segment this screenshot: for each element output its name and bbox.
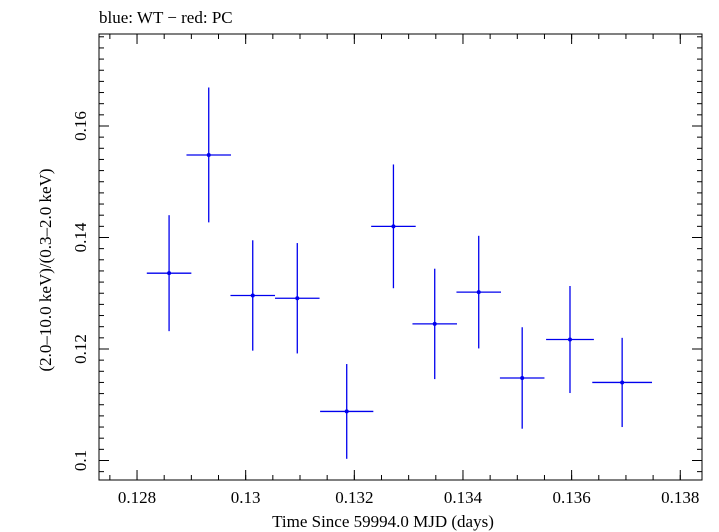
point-marker [206,152,211,157]
x-tick-label: 0.138 [661,488,699,507]
point-marker [432,321,437,326]
x-axis-label: Time Since 59994.0 MJD (days) [272,512,494,531]
point-marker [476,290,481,295]
data-point [499,327,545,429]
point-marker [167,271,172,276]
point-marker [620,380,625,385]
data-point [456,235,501,349]
data-point [320,364,374,459]
plot-frame [98,33,703,481]
x-tick-label: 0.132 [335,488,373,507]
y-tick-label: 0.14 [71,222,90,252]
point-marker [250,293,255,298]
x-tick-label: 0.128 [118,488,156,507]
x-tick-label: 0.134 [444,488,483,507]
y-tick-label: 0.12 [71,334,90,364]
data-point [186,87,232,223]
axis-tick-labels: 0.128 0.13 0.132 0.134 0.136 0.138 0.1 0.12 0.14… [71,111,699,507]
chart-title: blue: WT − red: PC [99,8,233,27]
point-marker [295,296,300,301]
data-point [230,240,276,351]
point-marker [567,337,572,342]
data-series [146,87,653,459]
x-tick-label: 0.136 [552,488,590,507]
y-axis-label: (2.0–10.0 keV)/(0.3–2.0 keV) [36,168,55,371]
x-tick-label: 0.13 [231,488,261,507]
point-marker [344,409,349,414]
point-marker [520,375,525,380]
data-point [371,164,416,289]
data-point [592,337,653,428]
axis-ticks [99,34,702,480]
y-tick-label: 0.1 [71,450,90,471]
data-point [546,285,594,394]
data-point [275,243,320,354]
point-marker [391,224,396,229]
data-point [412,268,457,380]
data-point [146,215,192,332]
y-tick-label: 0.16 [71,111,90,141]
